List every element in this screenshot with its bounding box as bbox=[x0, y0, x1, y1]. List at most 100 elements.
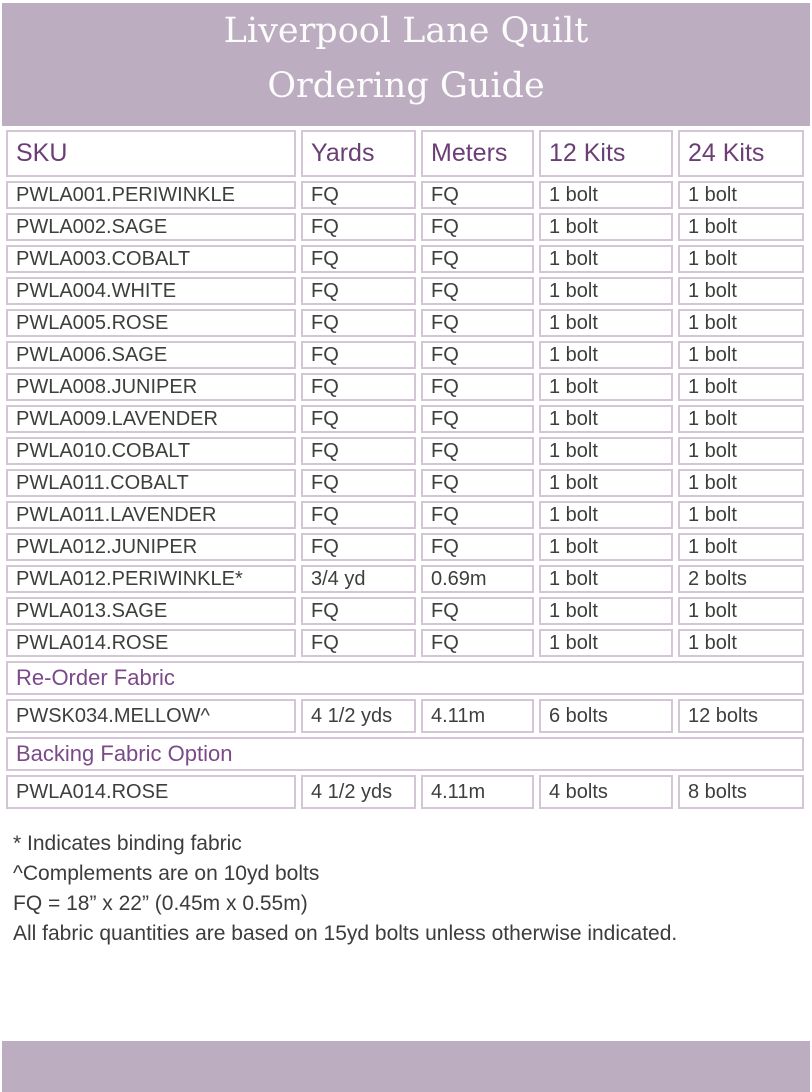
cell-sku: PWLA010.COBALT bbox=[6, 437, 296, 465]
cell-sku: PWLA011.COBALT bbox=[6, 469, 296, 497]
cell-kits12: 1 bolt bbox=[539, 277, 673, 305]
table-row: PWLA008.JUNIPER FQ FQ 1 bolt 1 bolt bbox=[6, 373, 804, 401]
cell-yards: FQ bbox=[301, 213, 416, 241]
cell-kits12: 1 bolt bbox=[539, 373, 673, 401]
footnote-fq-size: FQ = 18” x 22” (0.45m x 0.55m) bbox=[13, 892, 308, 915]
cell-kits12: 1 bolt bbox=[539, 469, 673, 497]
cell-kits12: 1 bolt bbox=[539, 309, 673, 337]
cell-kits24: 1 bolt bbox=[678, 373, 804, 401]
cell-sku: PWLA005.ROSE bbox=[6, 309, 296, 337]
cell-sku: PWLA011.LAVENDER bbox=[6, 501, 296, 529]
cell-kits24: 12 bolts bbox=[678, 699, 804, 733]
cell-kits12: 1 bolt bbox=[539, 565, 673, 593]
page-title: Liverpool Lane Quilt bbox=[223, 11, 589, 51]
table-row: PWLA001.PERIWINKLE FQ FQ 1 bolt 1 bolt bbox=[6, 181, 804, 209]
footnote-complements: ^Complements are on 10yd bolts bbox=[13, 862, 320, 885]
table-row: PWLA003.COBALT FQ FQ 1 bolt 1 bolt bbox=[6, 245, 804, 273]
cell-sku: PWLA014.ROSE bbox=[6, 629, 296, 657]
cell-meters: FQ bbox=[421, 341, 534, 369]
table-row: PWLA006.SAGE FQ FQ 1 bolt 1 bolt bbox=[6, 341, 804, 369]
cell-meters: FQ bbox=[421, 181, 534, 209]
cell-kits12: 1 bolt bbox=[539, 437, 673, 465]
column-header-24-kits: 24 Kits bbox=[678, 130, 804, 177]
table-row: PWLA009.LAVENDER FQ FQ 1 bolt 1 bolt bbox=[6, 405, 804, 433]
cell-kits12: 1 bolt bbox=[539, 533, 673, 561]
cell-yards: FQ bbox=[301, 277, 416, 305]
cell-kits12: 1 bolt bbox=[539, 597, 673, 625]
cell-yards: FQ bbox=[301, 405, 416, 433]
cell-kits24: 8 bolts bbox=[678, 775, 804, 809]
ordering-table: SKU Yards Meters 12 Kits 24 Kits PWLA001… bbox=[1, 126, 809, 813]
section-header-label: Backing Fabric Option bbox=[6, 737, 804, 771]
table-row: PWLA010.COBALT FQ FQ 1 bolt 1 bolt bbox=[6, 437, 804, 465]
footer-banner bbox=[2, 1041, 810, 1092]
footnotes: * Indicates binding fabric ^Complements … bbox=[13, 829, 812, 949]
cell-kits12: 6 bolts bbox=[539, 699, 673, 733]
cell-meters: FQ bbox=[421, 629, 534, 657]
cell-kits12: 1 bolt bbox=[539, 629, 673, 657]
header-row: SKU Yards Meters 12 Kits 24 Kits bbox=[6, 130, 804, 177]
cell-yards: FQ bbox=[301, 341, 416, 369]
cell-kits24: 2 bolts bbox=[678, 565, 804, 593]
column-header-meters: Meters bbox=[421, 130, 534, 177]
cell-meters: FQ bbox=[421, 597, 534, 625]
cell-sku: PWLA008.JUNIPER bbox=[6, 373, 296, 401]
table-row: PWLA013.SAGE FQ FQ 1 bolt 1 bolt bbox=[6, 597, 804, 625]
cell-kits24: 1 bolt bbox=[678, 341, 804, 369]
cell-yards: FQ bbox=[301, 373, 416, 401]
cell-meters: FQ bbox=[421, 469, 534, 497]
cell-kits24: 1 bolt bbox=[678, 245, 804, 273]
cell-meters: FQ bbox=[421, 373, 534, 401]
cell-yards: FQ bbox=[301, 469, 416, 497]
cell-kits24: 1 bolt bbox=[678, 597, 804, 625]
cell-meters: 4.11m bbox=[421, 699, 534, 733]
cell-sku: PWLA001.PERIWINKLE bbox=[6, 181, 296, 209]
table-row: PWLA012.PERIWINKLE* 3/4 yd 0.69m 1 bolt 2 bo… bbox=[6, 565, 804, 593]
cell-sku: PWLA013.SAGE bbox=[6, 597, 296, 625]
section-header-row: Re-Order Fabric bbox=[6, 661, 804, 695]
cell-yards: FQ bbox=[301, 501, 416, 529]
cell-meters: FQ bbox=[421, 213, 534, 241]
cell-sku: PWLA006.SAGE bbox=[6, 341, 296, 369]
column-header-yards: Yards bbox=[301, 130, 416, 177]
table-row: PWLA014.ROSE FQ FQ 1 bolt 1 bolt bbox=[6, 629, 804, 657]
cell-kits24: 1 bolt bbox=[678, 469, 804, 497]
cell-kits12: 1 bolt bbox=[539, 405, 673, 433]
cell-yards: FQ bbox=[301, 597, 416, 625]
table-row: PWLA011.LAVENDER FQ FQ 1 bolt 1 bolt bbox=[6, 501, 804, 529]
table-header: SKU Yards Meters 12 Kits 24 Kits bbox=[6, 130, 804, 177]
cell-yards: 3/4 yd bbox=[301, 565, 416, 593]
cell-kits12: 4 bolts bbox=[539, 775, 673, 809]
cell-kits12: 1 bolt bbox=[539, 501, 673, 529]
cell-yards: FQ bbox=[301, 181, 416, 209]
cell-yards: FQ bbox=[301, 437, 416, 465]
table-row: PWLA005.ROSE FQ FQ 1 bolt 1 bolt bbox=[6, 309, 804, 337]
cell-kits24: 1 bolt bbox=[678, 181, 804, 209]
cell-kits24: 1 bolt bbox=[678, 533, 804, 561]
section-header-label: Re-Order Fabric bbox=[6, 661, 804, 695]
cell-kits24: 1 bolt bbox=[678, 405, 804, 433]
cell-kits24: 1 bolt bbox=[678, 213, 804, 241]
cell-meters: FQ bbox=[421, 309, 534, 337]
cell-yards: FQ bbox=[301, 629, 416, 657]
cell-meters: FQ bbox=[421, 437, 534, 465]
column-header-12-kits: 12 Kits bbox=[539, 130, 673, 177]
cell-sku: PWLA009.LAVENDER bbox=[6, 405, 296, 433]
cell-sku: PWLA002.SAGE bbox=[6, 213, 296, 241]
cell-kits24: 1 bolt bbox=[678, 309, 804, 337]
column-header-sku: SKU bbox=[6, 130, 296, 177]
cell-sku: PWSK034.MELLOW^ bbox=[6, 699, 296, 733]
table-row: PWLA012.JUNIPER FQ FQ 1 bolt 1 bolt bbox=[6, 533, 804, 561]
table-row: PWLA014.ROSE 4 1/2 yds 4.11m 4 bolts 8 bolts bbox=[6, 775, 804, 809]
cell-yards: FQ bbox=[301, 245, 416, 273]
cell-sku: PWLA012.PERIWINKLE* bbox=[6, 565, 296, 593]
cell-meters: FQ bbox=[421, 245, 534, 273]
cell-sku: PWLA003.COBALT bbox=[6, 245, 296, 273]
cell-kits12: 1 bolt bbox=[539, 245, 673, 273]
cell-yards: FQ bbox=[301, 533, 416, 561]
cell-meters: FQ bbox=[421, 277, 534, 305]
table-row: PWSK034.MELLOW^ 4 1/2 yds 4.11m 6 bolts 12 b… bbox=[6, 699, 804, 733]
cell-meters: FQ bbox=[421, 405, 534, 433]
cell-meters: 4.11m bbox=[421, 775, 534, 809]
table-body: PWLA001.PERIWINKLE FQ FQ 1 bolt 1 bolt PWLA00… bbox=[6, 181, 804, 809]
